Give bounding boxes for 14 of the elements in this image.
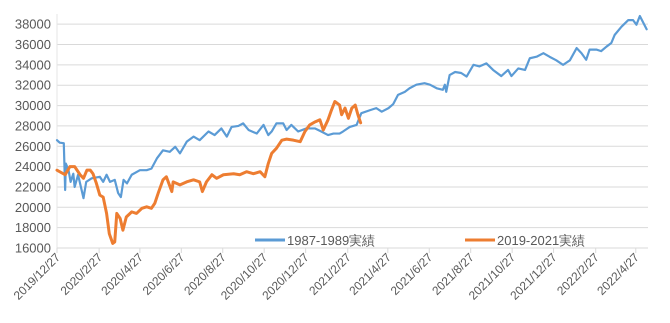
y-tick-label: 34000: [14, 57, 51, 72]
y-tick-label: 36000: [14, 37, 51, 52]
y-tick-label: 16000: [14, 240, 51, 256]
legend-label: 2019-2021実績: [497, 233, 586, 248]
y-tick-label: 38000: [14, 16, 51, 32]
legend-label: 1987-1989実績: [287, 233, 376, 248]
y-tick-label: 30000: [14, 98, 51, 114]
y-tick-label: 28000: [14, 118, 51, 134]
y-tick-label: 26000: [14, 138, 51, 154]
y-tick-label: 20000: [14, 200, 51, 215]
y-tick-label: 24000: [14, 159, 51, 174]
y-tick-label: 18000: [14, 220, 51, 236]
y-tick-label: 32000: [14, 78, 51, 93]
y-tick-label: 22000: [14, 179, 51, 194]
